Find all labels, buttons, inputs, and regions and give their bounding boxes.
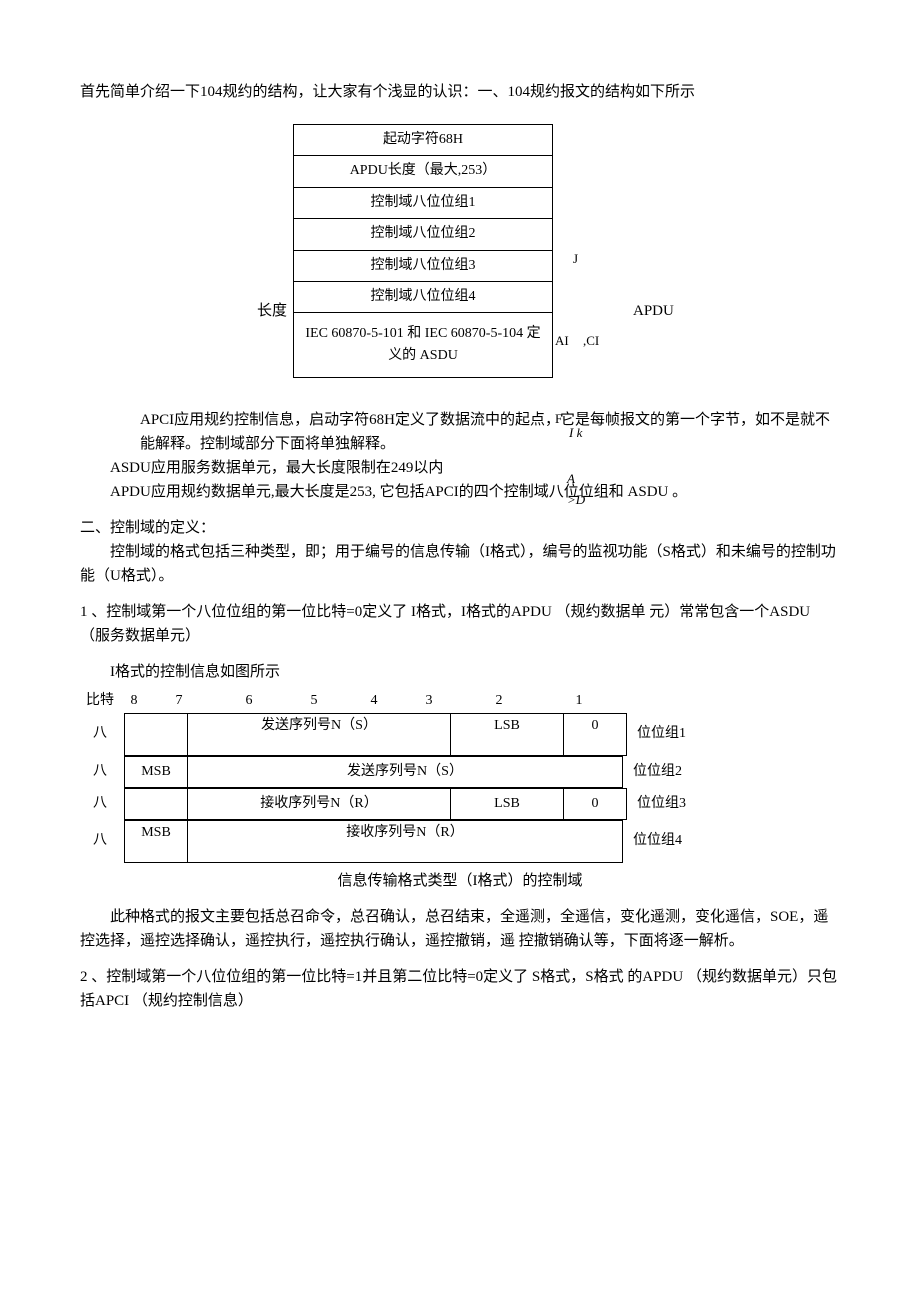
asdu-def: ASDU应用服务数据单元，最大长度限制在249以内 bbox=[80, 456, 840, 480]
octet-right: 位位组4 bbox=[623, 830, 682, 852]
ctrl-cell bbox=[125, 713, 188, 755]
bit-num: 2 bbox=[454, 690, 544, 712]
ctrl-cell: LSB bbox=[451, 788, 564, 819]
apdu-def: APDU应用规约数据单元,最大长度是253, 它包括APCI的四个控制域八位位组… bbox=[80, 480, 840, 504]
apdu-row: 控制域八位位组3 bbox=[294, 250, 553, 281]
octet-left: 八 bbox=[80, 830, 120, 852]
ctrl-cell: LSB bbox=[451, 713, 564, 755]
apdu-row: 控制域八位位组1 bbox=[294, 187, 553, 218]
apdu-row-asdu: IEC 60870-5-101 和 IEC 60870-5-104 定义的 AS… bbox=[294, 313, 553, 378]
i-format-figure: 比特 87654321 八发送序列号N（S）LSB0位位组1八MSB发送序列号N… bbox=[80, 690, 840, 892]
bit-num: 5 bbox=[284, 690, 344, 712]
apdu-table: 起动字符68H APDU长度（最大,253） 控制域八位位组1 控制域八位位组2… bbox=[293, 124, 553, 378]
item1-head: 1 、控制域第一个八位位组的第一位比特=0定义了 I格式，I格式的APDU （规… bbox=[80, 600, 840, 648]
octet-right: 位位组3 bbox=[627, 793, 686, 815]
bit-num: 3 bbox=[404, 690, 454, 712]
ctrl-cell: 0 bbox=[564, 713, 627, 755]
ctrl-cell: MSB bbox=[125, 820, 188, 862]
octet-right: 位位组1 bbox=[627, 723, 686, 745]
item1-sub: I格式的控制信息如图所示 bbox=[80, 660, 840, 684]
ctrl-cell: 接收序列号N（R） bbox=[188, 820, 623, 862]
ctrl-cell: 发送序列号N（S） bbox=[188, 713, 451, 755]
length-label: 长度 bbox=[227, 299, 293, 323]
apdu-label: APDU bbox=[613, 299, 693, 323]
section-2: 二、控制域的定义： 控制域的格式包括三种类型，即；用于编号的信息传输（I格式），… bbox=[80, 516, 840, 588]
i-format-caption: 信息传输格式类型（I格式）的控制域 bbox=[80, 869, 840, 893]
sec2-body: 控制域的格式包括三种类型，即；用于编号的信息传输（I格式），编号的监视功能（S格… bbox=[80, 540, 840, 588]
ctrl-cell: 接收序列号N（R） bbox=[188, 788, 451, 819]
apdu-row: 控制域八位位组4 bbox=[294, 281, 553, 312]
apci-def: APCI应用规约控制信息，启动字符68H定义了数据流中的起点，它是每帧报文的第一… bbox=[110, 408, 840, 456]
octet-left: 八 bbox=[80, 723, 120, 745]
bit-num: 6 bbox=[214, 690, 284, 712]
item1-after: 此种格式的报文主要包括总召命令，总召确认，总召结束，全遥测，全遥信，变化遥测，变… bbox=[80, 905, 840, 953]
bit-num: 1 bbox=[544, 690, 614, 712]
bit-num: 4 bbox=[344, 690, 404, 712]
definitions: APCI应用规约控制信息，启动字符68H定义了数据流中的起点，它是每帧报文的第一… bbox=[80, 408, 840, 504]
apdu-structure-figure: 长度 起动字符68H APDU长度（最大,253） 控制域八位位组1 控制域八位… bbox=[80, 124, 840, 378]
octet-left: 八 bbox=[80, 793, 120, 815]
ctrl-cell: MSB bbox=[125, 756, 188, 787]
ctrl-cell: 发送序列号N（S） bbox=[188, 756, 623, 787]
item-1: 1 、控制域第一个八位位组的第一位比特=0定义了 I格式，I格式的APDU （规… bbox=[80, 600, 840, 648]
bit-num: 7 bbox=[144, 690, 214, 712]
apdu-row: APDU长度（最大,253） bbox=[294, 156, 553, 187]
bit-label: 比特 bbox=[80, 690, 120, 712]
apdu-row: 控制域八位位组2 bbox=[294, 219, 553, 250]
bit-numbers: 87654321 bbox=[124, 690, 614, 712]
apdu-row: 起动字符68H bbox=[294, 125, 553, 156]
item-2: 2 、控制域第一个八位位组的第一位比特=1并且第二位比特=0定义了 S格式，S格… bbox=[80, 965, 840, 1013]
bit-num: 8 bbox=[124, 690, 144, 712]
sec2-title: 二、控制域的定义： bbox=[80, 516, 840, 540]
octet-left: 八 bbox=[80, 761, 120, 783]
octet-right: 位位组2 bbox=[623, 761, 682, 783]
intro-text: 首先简单介绍一下104规约的结构，让大家有个浅显的认识：一、104规约报文的结构… bbox=[80, 80, 840, 104]
ctrl-cell bbox=[125, 788, 188, 819]
ctrl-cell: 0 bbox=[564, 788, 627, 819]
